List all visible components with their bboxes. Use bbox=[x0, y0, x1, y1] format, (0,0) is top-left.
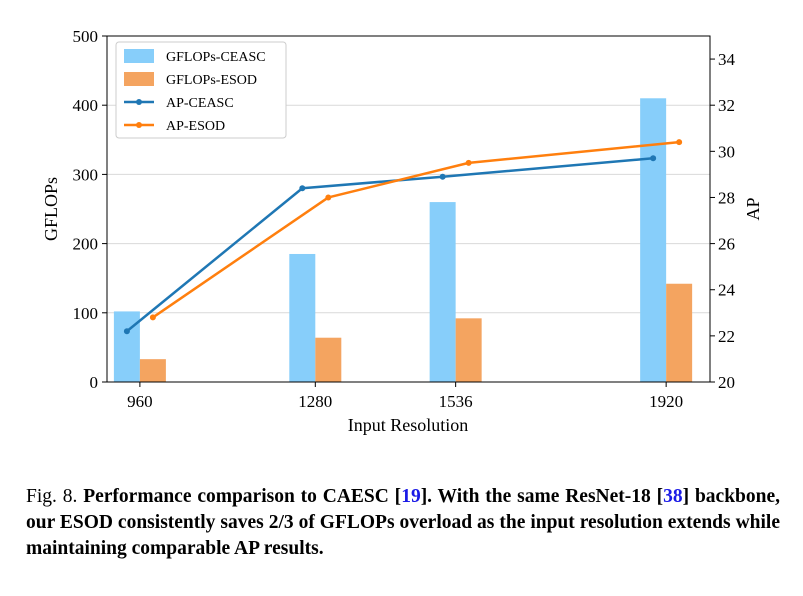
legend-label-ap-esod: AP-ESOD bbox=[166, 119, 225, 134]
y-axis-left-label: GFLOPs bbox=[41, 177, 61, 241]
bar-gflops-ceasc bbox=[289, 253, 316, 382]
y-left-tick-label: 100 bbox=[73, 304, 99, 323]
y-right-tick-label: 34 bbox=[718, 50, 736, 69]
line-series bbox=[123, 139, 683, 335]
y-right-tick-label: 20 bbox=[718, 373, 735, 392]
point-ap-ceasc bbox=[439, 173, 446, 180]
caption-ref-19[interactable]: 19 bbox=[401, 486, 421, 507]
y-left-tick-label: 200 bbox=[73, 235, 99, 254]
legend-box bbox=[115, 41, 287, 139]
bar-gflops-esod bbox=[139, 359, 166, 382]
y-right-tick-label: 26 bbox=[718, 235, 735, 254]
legend-label-gflops-ceasc: GFLOPs-CEASC bbox=[166, 50, 266, 65]
line-ap-ceasc bbox=[126, 157, 654, 333]
point-ap-esod bbox=[465, 159, 472, 166]
legend-label-gflops-esod: GFLOPs-ESOD bbox=[166, 73, 257, 88]
figure-label: Fig. 8. bbox=[26, 486, 78, 507]
legend-marker-ap-esod bbox=[136, 122, 142, 128]
point-ap-ceasc bbox=[299, 185, 306, 192]
x-tick-label: 960 bbox=[127, 392, 153, 411]
caption-text-1: Performance comparison to CAESC [ bbox=[83, 486, 402, 507]
y-right-tick-label: 32 bbox=[718, 96, 735, 115]
x-tick-label: 1536 bbox=[439, 392, 473, 411]
legend-swatch-gflops-ceasc bbox=[124, 49, 154, 63]
chart: 0 100 200 300 400 500 20 22 24 26 28 30 32 34 960 1280 1… bbox=[41, 27, 763, 435]
legend: GFLOPs-CEASC GFLOPs-ESOD AP-CEASC AP-ESOD bbox=[115, 41, 287, 139]
y-right-tick-label: 28 bbox=[718, 188, 735, 207]
line-ap-esod bbox=[152, 140, 680, 319]
point-ap-ceasc bbox=[650, 155, 657, 162]
caption-text-2: ]. With the same ResNet-18 [ bbox=[420, 486, 664, 507]
figure-caption: Fig. 8. Performance comparison to CAESC … bbox=[26, 484, 780, 562]
legend-label-ap-ceasc: AP-CEASC bbox=[166, 96, 234, 111]
y-left-tick-label: 500 bbox=[73, 27, 99, 46]
legend-swatch-gflops-esod bbox=[124, 72, 154, 86]
bar-series bbox=[113, 98, 693, 382]
bar-gflops-esod bbox=[455, 318, 482, 382]
bar-gflops-ceasc bbox=[113, 311, 140, 382]
x-axis-label: Input Resolution bbox=[348, 415, 469, 435]
plot-frame bbox=[106, 35, 711, 383]
y-right-tick-label: 24 bbox=[718, 281, 736, 300]
y-right-tick-label: 22 bbox=[718, 327, 735, 346]
x-tick-label: 1920 bbox=[649, 392, 683, 411]
bar-gflops-esod bbox=[666, 283, 693, 382]
x-tick-label: 1280 bbox=[298, 392, 332, 411]
bar-gflops-ceasc bbox=[429, 202, 456, 382]
y-right-tick-label: 30 bbox=[718, 142, 735, 161]
caption-ref-38[interactable]: 38 bbox=[663, 486, 683, 507]
y-left-tick-label: 0 bbox=[90, 373, 99, 392]
y-axis-right-label: AP bbox=[743, 197, 763, 220]
point-ap-esod bbox=[149, 314, 156, 321]
axes: 0 100 200 300 400 500 20 22 24 26 28 30 32 34 960 1280 1… bbox=[73, 27, 736, 411]
caption-text-3: ] backbone, our ESOD consistently saves … bbox=[26, 486, 781, 559]
point-ap-esod bbox=[676, 139, 683, 146]
bar-gflops-ceasc bbox=[640, 98, 667, 382]
point-ap-esod bbox=[325, 194, 332, 201]
y-left-tick-label: 300 bbox=[73, 165, 99, 184]
legend-marker-ap-ceasc bbox=[136, 99, 142, 105]
point-ap-ceasc bbox=[123, 328, 130, 335]
bar-gflops-esod bbox=[315, 337, 342, 382]
y-left-tick-label: 400 bbox=[73, 96, 99, 115]
